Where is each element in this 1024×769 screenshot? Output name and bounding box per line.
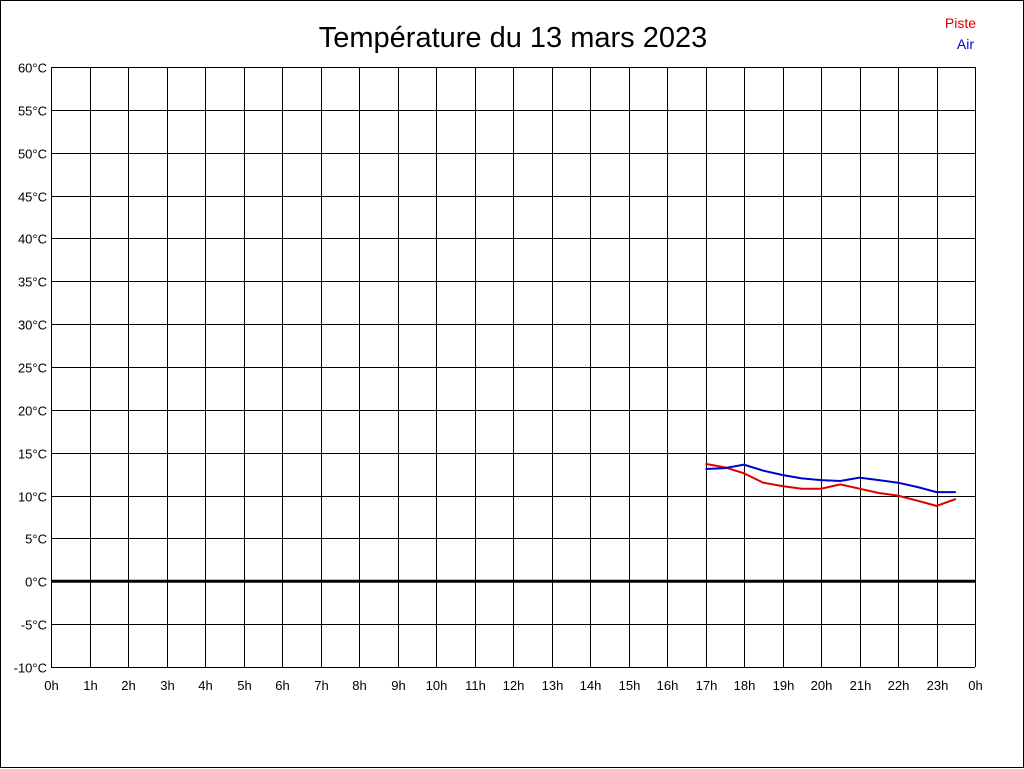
x-tick-label: 16h: [657, 678, 679, 693]
series-line-piste: [705, 462, 957, 507]
x-tick-label: 19h: [773, 678, 795, 693]
grid: [51, 67, 976, 668]
y-tick-label: 60°C: [18, 61, 47, 76]
y-tick-label: 5°C: [25, 532, 47, 547]
x-tick-label: 23h: [927, 678, 949, 693]
x-tick-label: 21h: [850, 678, 872, 693]
y-tick-label: -5°C: [21, 618, 47, 633]
x-tick-label: 1h: [83, 678, 97, 693]
x-tick-label: 3h: [160, 678, 174, 693]
x-tick-label: 0h: [968, 678, 982, 693]
x-tick-label: 4h: [198, 678, 212, 693]
x-tick-label: 0h: [44, 678, 58, 693]
x-tick-label: 12h: [503, 678, 525, 693]
legend-piste: Piste: [945, 15, 976, 31]
x-tick-label: 14h: [580, 678, 602, 693]
x-tick-label: 2h: [121, 678, 135, 693]
y-tick-label: 10°C: [18, 490, 47, 505]
x-tick-label: 22h: [888, 678, 910, 693]
x-tick-label: 11h: [465, 678, 486, 693]
y-tick-label: 15°C: [18, 447, 47, 462]
x-tick-label: 5h: [237, 678, 251, 693]
y-tick-label: 30°C: [18, 318, 47, 333]
y-tick-label: 55°C: [18, 104, 47, 119]
x-tick-label: 8h: [352, 678, 366, 693]
legend-air: Air: [957, 36, 974, 52]
y-axis-ticks: 60°C 55°C 50°C 45°C 40°C 35°C 30°C 25°C 20°C 15°C…: [14, 61, 47, 676]
chart-title: Température du 13 mars 2023: [319, 22, 708, 54]
y-tick-label: -10°C: [14, 661, 47, 676]
x-tick-label: 7h: [314, 678, 328, 693]
y-tick-label: 25°C: [18, 361, 47, 376]
y-tick-label: 20°C: [18, 404, 47, 419]
y-tick-label: 0°C: [25, 575, 47, 590]
x-tick-label: 17h: [696, 678, 718, 693]
series-lines: [705, 462, 957, 507]
x-tick-label: 9h: [391, 678, 405, 693]
x-axis-ticks: 0h 1h 2h 3h 4h 5h 6h 7h 8h 9h 10h 11h 12h 13h 14h 15h 16…: [44, 678, 982, 693]
x-tick-label: 20h: [811, 678, 833, 693]
y-tick-label: 45°C: [18, 190, 47, 205]
y-tick-label: 40°C: [18, 232, 47, 247]
y-tick-label: 35°C: [18, 275, 47, 290]
x-tick-label: 18h: [734, 678, 756, 693]
y-tick-label: 50°C: [18, 147, 47, 162]
x-tick-label: 13h: [542, 678, 564, 693]
series-line-air: [705, 463, 956, 494]
x-tick-label: 10h: [426, 678, 448, 693]
x-tick-label: 6h: [275, 678, 289, 693]
x-tick-label: 15h: [619, 678, 641, 693]
